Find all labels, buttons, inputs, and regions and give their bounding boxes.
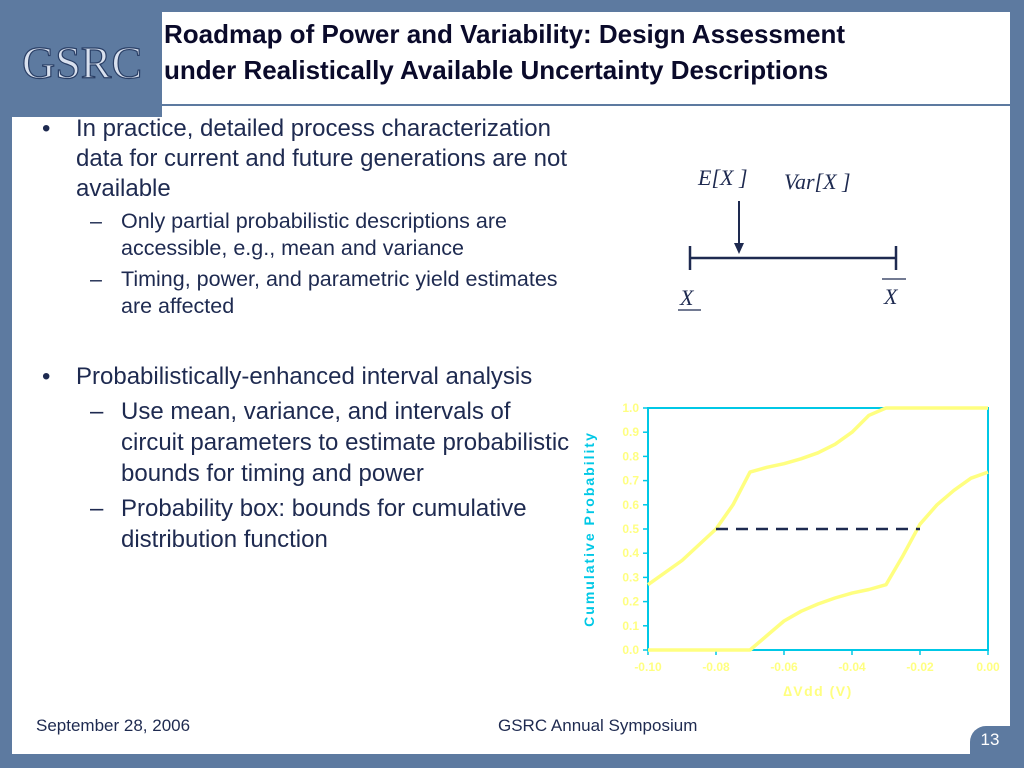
x-axis-label: ∆Vdd (V) [783, 683, 853, 699]
bullet-2-sub-2-text: Probability box: bounds for cumulative d… [121, 495, 527, 553]
dash-marker: – [90, 398, 104, 425]
gsrc-logo-text: GSRC [22, 37, 142, 88]
dash-marker: – [90, 495, 104, 522]
y-axis-label: Cumulative Probability [581, 431, 597, 627]
x-tick-label: -0.10 [634, 660, 662, 674]
bullet-1-sub-2: – Timing, power, and parametric yield es… [34, 266, 574, 320]
slide-title: Roadmap of Power and Variability: Design… [164, 16, 1004, 88]
y-tick-label: 0.6 [622, 498, 639, 512]
footer-date: September 28, 2006 [36, 716, 191, 735]
lower-bound-label: X [679, 285, 695, 310]
bullet-2-sub-2: – Probability box: bounds for cumulative… [34, 493, 574, 555]
bullet-1-sub-1-text: Only partial probabilistic descriptions … [121, 209, 507, 260]
footer-event: GSRC Annual Symposium [498, 716, 698, 735]
variance-label: Var[X ] [784, 169, 851, 194]
upper-bound-label: X [883, 284, 899, 309]
y-tick-label: 1.0 [622, 401, 639, 415]
bullet-1-sub-1: – Only partial probabilistic description… [34, 208, 574, 262]
y-tick-label: 0.1 [622, 619, 639, 633]
bullet-marker: • [42, 115, 51, 142]
y-tick-label: 0.0 [622, 643, 639, 657]
x-tick-label: -0.08 [702, 660, 730, 674]
y-tick-label: 0.8 [622, 449, 639, 463]
y-tick-label: 0.5 [622, 522, 639, 536]
x-tick-label: -0.06 [770, 660, 798, 674]
y-tick-label: 0.3 [622, 570, 639, 584]
x-tick-label: 0.00 [976, 660, 1000, 674]
gsrc-logo: GSRC [21, 36, 142, 88]
logo-band [12, 12, 162, 117]
bullet-1: • In practice, detailed process characte… [34, 114, 574, 204]
bullet-2: • Probabilistically-enhanced interval an… [34, 362, 574, 392]
bullet-1-text: In practice, detailed process characteri… [76, 115, 567, 202]
probability-box-chart: Cumulative Probability ∆Vdd (V) 0.0 0.1 0.… [581, 401, 1000, 699]
bullet-marker: • [42, 363, 51, 390]
page-number: 13 [970, 726, 1010, 754]
x-tick-label: -0.04 [838, 660, 866, 674]
bullet-2-text: Probabilistically-enhanced interval anal… [76, 363, 533, 390]
y-tick-label: 0.7 [622, 474, 639, 488]
upper-bound-cdf-line [646, 406, 988, 587]
lower-bound-cdf-line [648, 470, 989, 652]
mean-label: E[X ] [697, 165, 748, 190]
mean-arrow-head [734, 243, 744, 254]
dash-marker: – [90, 209, 102, 233]
x-tick-label: -0.02 [906, 660, 934, 674]
y-tick-label: 0.2 [622, 595, 639, 609]
title-divider [162, 104, 1010, 106]
title-line-1: Roadmap of Power and Variability: Design… [164, 19, 846, 49]
dash-marker: – [90, 267, 102, 291]
y-tick-label: 0.4 [622, 546, 639, 560]
bullet-2-sub-1: – Use mean, variance, and intervals of c… [34, 396, 574, 489]
title-line-2: under Realistically Available Uncertaint… [164, 55, 829, 85]
interval-diagram: E[X ] Var[X ] X X [678, 165, 906, 311]
y-tick-label: 0.9 [622, 425, 639, 439]
bullet-1-sub-2-text: Timing, power, and parametric yield esti… [121, 267, 558, 318]
slide-content: • In practice, detailed process characte… [34, 112, 574, 555]
bullet-2-sub-1-text: Use mean, variance, and intervals of cir… [121, 398, 570, 487]
slide: GSRC Roadmap of Power and Variability: D… [12, 12, 1010, 754]
